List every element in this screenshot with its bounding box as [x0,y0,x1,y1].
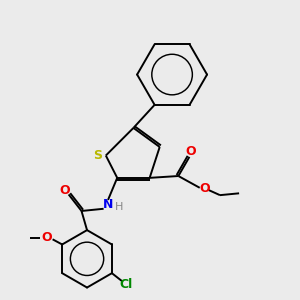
Text: O: O [59,184,70,197]
Text: Cl: Cl [119,278,133,291]
Text: O: O [200,182,210,195]
Text: O: O [41,231,52,244]
Text: O: O [185,145,196,158]
Text: H: H [115,202,123,212]
Text: S: S [93,149,102,162]
Text: N: N [103,198,113,211]
